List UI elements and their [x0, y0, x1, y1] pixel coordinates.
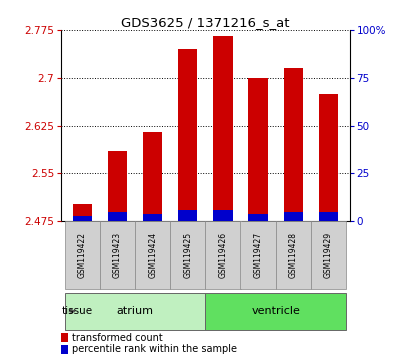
- Bar: [241, 221, 276, 289]
- Text: percentile rank within the sample: percentile rank within the sample: [72, 344, 237, 354]
- Text: GSM119427: GSM119427: [254, 232, 263, 278]
- Bar: [205, 221, 241, 289]
- Bar: [143, 213, 162, 221]
- Bar: [108, 212, 127, 221]
- Bar: [61, 333, 68, 343]
- Bar: [284, 212, 303, 221]
- Text: tissue: tissue: [62, 306, 93, 316]
- Bar: [205, 292, 346, 330]
- Bar: [73, 216, 92, 221]
- Bar: [135, 221, 170, 289]
- Bar: [319, 94, 338, 221]
- Text: transformed count: transformed count: [72, 333, 163, 343]
- Bar: [65, 292, 205, 330]
- Bar: [319, 212, 338, 221]
- Bar: [276, 221, 311, 289]
- Bar: [100, 221, 135, 289]
- Bar: [61, 345, 68, 354]
- Text: GSM119425: GSM119425: [183, 232, 192, 278]
- Title: GDS3625 / 1371216_s_at: GDS3625 / 1371216_s_at: [121, 16, 290, 29]
- Text: GSM119426: GSM119426: [218, 232, 228, 278]
- Bar: [311, 221, 346, 289]
- Bar: [143, 132, 162, 221]
- Bar: [73, 204, 92, 221]
- Text: ventricle: ventricle: [251, 306, 300, 316]
- Bar: [248, 213, 268, 221]
- Text: GSM119424: GSM119424: [148, 232, 157, 278]
- Bar: [170, 221, 205, 289]
- Bar: [65, 221, 100, 289]
- Bar: [178, 49, 198, 221]
- Text: GSM119428: GSM119428: [289, 232, 298, 278]
- Bar: [213, 210, 233, 221]
- Bar: [284, 68, 303, 221]
- Text: atrium: atrium: [117, 306, 154, 316]
- Bar: [108, 151, 127, 221]
- Bar: [248, 78, 268, 221]
- Bar: [178, 210, 198, 221]
- Text: GSM119422: GSM119422: [78, 232, 87, 278]
- Bar: [213, 36, 233, 221]
- Text: GSM119423: GSM119423: [113, 232, 122, 278]
- Text: GSM119429: GSM119429: [324, 232, 333, 278]
